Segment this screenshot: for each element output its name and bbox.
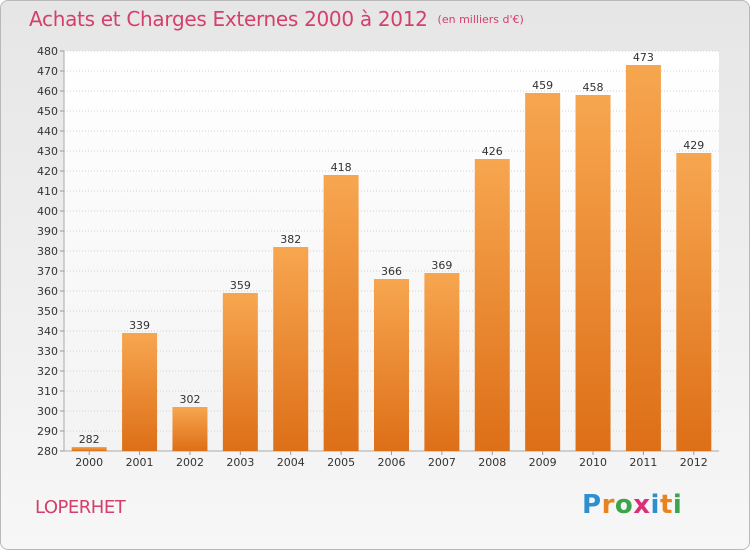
y-tick-label: 340 bbox=[37, 325, 58, 338]
y-tick-label: 460 bbox=[37, 85, 58, 98]
bar bbox=[172, 407, 208, 451]
bar-value-label: 369 bbox=[431, 259, 452, 272]
y-tick-label: 380 bbox=[37, 245, 58, 258]
bar bbox=[71, 447, 107, 451]
y-tick-label: 440 bbox=[37, 125, 58, 138]
logo-letter: r bbox=[601, 490, 615, 520]
bar bbox=[424, 273, 460, 451]
chart-title-row: Achats et Charges Externes 2000 à 2012 (e… bbox=[29, 7, 524, 31]
x-tick-label: 2012 bbox=[680, 456, 708, 469]
y-tick-label: 410 bbox=[37, 185, 58, 198]
y-tick-label: 370 bbox=[37, 265, 58, 278]
bar bbox=[525, 93, 561, 451]
bar-value-label: 282 bbox=[79, 433, 100, 446]
y-tick-label: 290 bbox=[37, 425, 58, 438]
y-tick-label: 300 bbox=[37, 405, 58, 418]
bar-value-label: 418 bbox=[331, 161, 352, 174]
bar-value-label: 366 bbox=[381, 265, 402, 278]
y-tick-label: 320 bbox=[37, 365, 58, 378]
bar bbox=[676, 153, 712, 451]
bar bbox=[222, 293, 258, 451]
proxiti-logo: Proxiti bbox=[582, 490, 682, 520]
y-tick-label: 390 bbox=[37, 225, 58, 238]
y-tick-label: 420 bbox=[37, 165, 58, 178]
y-tick-label: 450 bbox=[37, 105, 58, 118]
bar-value-label: 302 bbox=[179, 393, 200, 406]
x-tick-label: 2000 bbox=[75, 456, 103, 469]
logo-letter: i bbox=[650, 490, 660, 520]
bar-value-label: 459 bbox=[532, 79, 553, 92]
bar bbox=[323, 175, 359, 451]
bar-value-label: 429 bbox=[683, 139, 704, 152]
y-tick-label: 280 bbox=[37, 445, 58, 458]
bar-value-label: 359 bbox=[230, 279, 251, 292]
bar-value-label: 382 bbox=[280, 233, 301, 246]
x-tick-label: 2011 bbox=[629, 456, 657, 469]
logo-letter: o bbox=[614, 490, 634, 520]
x-tick-label: 2009 bbox=[529, 456, 557, 469]
logo-letter: i bbox=[672, 490, 683, 520]
chart-title: Achats et Charges Externes 2000 à 2012 bbox=[29, 7, 428, 31]
y-tick-label: 330 bbox=[37, 345, 58, 358]
y-tick-label: 350 bbox=[37, 305, 58, 318]
bar bbox=[122, 333, 158, 451]
chart-subtitle: (en milliers d'€) bbox=[437, 13, 524, 26]
bar-value-label: 426 bbox=[482, 145, 503, 158]
y-tick-label: 480 bbox=[37, 45, 58, 58]
bar-value-label: 458 bbox=[583, 81, 604, 94]
y-tick-label: 470 bbox=[37, 65, 58, 78]
bar bbox=[474, 159, 510, 451]
x-tick-label: 2006 bbox=[378, 456, 406, 469]
y-tick-label: 430 bbox=[37, 145, 58, 158]
y-tick-label: 400 bbox=[37, 205, 58, 218]
x-tick-label: 2004 bbox=[277, 456, 305, 469]
bar bbox=[374, 279, 409, 451]
y-tick-label: 310 bbox=[37, 385, 58, 398]
bar-value-label: 473 bbox=[633, 51, 654, 64]
bar bbox=[575, 95, 611, 451]
x-tick-label: 2007 bbox=[428, 456, 456, 469]
bar bbox=[273, 247, 309, 451]
logo-letter: t bbox=[659, 490, 673, 520]
x-tick-label: 2001 bbox=[126, 456, 154, 469]
bar bbox=[625, 65, 661, 451]
place-name: LOPERHET bbox=[35, 497, 126, 518]
x-tick-label: 2005 bbox=[327, 456, 355, 469]
logo-letter: x bbox=[633, 490, 651, 520]
y-tick-label: 360 bbox=[37, 285, 58, 298]
x-tick-label: 2008 bbox=[478, 456, 506, 469]
bar-value-label: 339 bbox=[129, 319, 150, 332]
x-tick-label: 2002 bbox=[176, 456, 204, 469]
x-tick-label: 2010 bbox=[579, 456, 607, 469]
x-tick-label: 2003 bbox=[226, 456, 254, 469]
logo-letter: P bbox=[582, 490, 602, 520]
